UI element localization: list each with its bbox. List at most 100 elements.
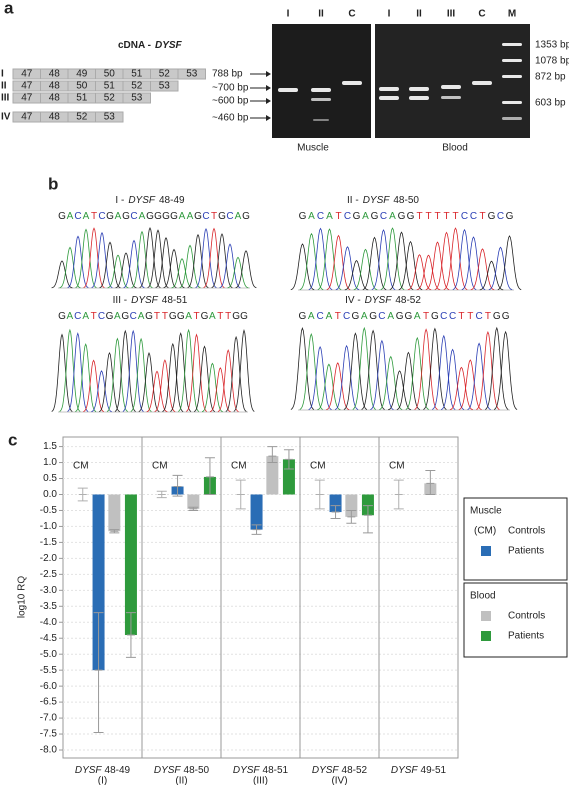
exon-number: 50 <box>76 81 88 92</box>
exon-number: 52 <box>104 93 116 104</box>
cdna-prefix: cDNA - <box>118 40 151 51</box>
trace-peak <box>493 330 518 410</box>
trace-peak <box>416 254 441 291</box>
y-tick-label: -6.0 <box>40 681 58 692</box>
title-gene: DYSF <box>131 295 159 306</box>
trace-peak <box>290 243 315 291</box>
series-annotation: CM <box>231 461 247 472</box>
error-bar <box>346 509 357 524</box>
lane-label: I <box>388 9 391 20</box>
trace-peak <box>407 254 432 291</box>
trace-peak <box>290 327 315 410</box>
trace-peak <box>470 248 495 291</box>
y-tick-label: -3.5 <box>40 601 58 612</box>
trace-peak <box>317 363 341 411</box>
title-gene: DYSF <box>365 295 393 306</box>
exon-number: 47 <box>21 93 33 104</box>
error-bar <box>156 490 167 499</box>
legend-entry: Patients <box>508 631 544 642</box>
trace-peak <box>123 239 145 289</box>
y-tick-label: -7.0 <box>40 713 58 724</box>
arrow-head <box>266 115 271 121</box>
trace-peak <box>317 228 342 290</box>
legend-group: Muscle <box>470 506 502 517</box>
y-tick-label: -7.5 <box>40 729 58 740</box>
trace-peak <box>91 231 113 289</box>
ladder-label: 872 bp <box>535 72 566 83</box>
trace-peak <box>396 351 421 410</box>
lane-label: C <box>348 9 355 20</box>
legend-swatch <box>481 546 491 556</box>
trace-peak <box>227 256 249 289</box>
bar <box>92 494 105 671</box>
bar <box>108 494 121 532</box>
trace-peak <box>370 339 394 410</box>
trace-peak <box>99 241 121 289</box>
trace-peak <box>389 231 414 290</box>
x-tick-sublabel: (III) <box>253 776 268 785</box>
trace-peak <box>458 359 482 411</box>
ladder-label: 1353 bp <box>535 40 569 51</box>
title-prefix: I - <box>115 195 124 206</box>
lane-label: II <box>416 9 422 20</box>
trace-peak <box>225 335 247 412</box>
trace-peak <box>452 228 477 290</box>
exon-number: 48 <box>49 69 61 80</box>
trace-peak <box>51 260 73 289</box>
trace-peak <box>115 252 137 289</box>
trace-peak <box>193 345 216 412</box>
trace-peak <box>387 370 412 411</box>
trace-peak <box>485 326 509 410</box>
exon-number: 48 <box>49 81 61 92</box>
x-tick-label: DYSF 48-50 <box>154 765 210 776</box>
exon-number: 51 <box>76 93 88 104</box>
transcript-id: IV <box>1 112 11 123</box>
trace-peak <box>201 362 223 413</box>
x-tick-label: DYSF 48-51 <box>233 765 289 776</box>
ladder-label: 1078 bp <box>535 56 569 67</box>
trace-peak <box>235 250 257 289</box>
category-exons: 48-51 <box>263 765 289 776</box>
title-prefix: III - <box>113 295 127 306</box>
band-size: ~600 bp <box>212 96 249 107</box>
exon-number: 47 <box>21 69 33 80</box>
trace-peak <box>461 236 486 291</box>
bar <box>250 494 263 530</box>
trace-peak <box>170 332 192 412</box>
trace-peak <box>308 227 333 290</box>
category-gene: DYSF <box>391 765 419 776</box>
cdna-gene: DYSF <box>155 40 183 51</box>
exon-number: 52 <box>76 112 88 123</box>
panel-label: a <box>4 0 14 17</box>
trace-peak <box>163 248 185 289</box>
arrow-head <box>266 98 271 104</box>
trace-peak <box>75 343 97 412</box>
y-tick-label: -5.0 <box>40 649 58 660</box>
lane-label: II <box>318 9 324 20</box>
trace-peak <box>131 230 153 288</box>
trace-peak <box>162 342 184 412</box>
trace-peak <box>130 337 152 412</box>
trace-peak <box>497 235 522 291</box>
trace-peak <box>425 241 450 291</box>
trace-peak <box>209 367 231 413</box>
transcript-id: I <box>1 69 4 80</box>
series-annotation: CM <box>310 461 326 472</box>
trace-peak <box>299 232 324 290</box>
trace-peak <box>479 260 504 291</box>
category-gene: DYSF <box>233 765 261 776</box>
trace-peak <box>67 332 89 412</box>
exon-number: 53 <box>159 81 171 92</box>
trace-peak <box>83 359 105 413</box>
y-axis-label: log10 RQ <box>17 576 28 618</box>
trace-peak <box>434 231 459 290</box>
ladder-label: 603 bp <box>535 98 566 109</box>
trace-peak <box>299 332 323 410</box>
trace-peak <box>114 329 136 412</box>
sequence: GACA TCGAGCAGT TGGA TGA T TGG <box>58 311 248 322</box>
error-bar <box>283 449 294 470</box>
cdna-title: cDNA - DYSF <box>118 40 183 51</box>
y-tick-label: -0.5 <box>40 505 58 516</box>
exon-number: 48 <box>49 93 61 104</box>
